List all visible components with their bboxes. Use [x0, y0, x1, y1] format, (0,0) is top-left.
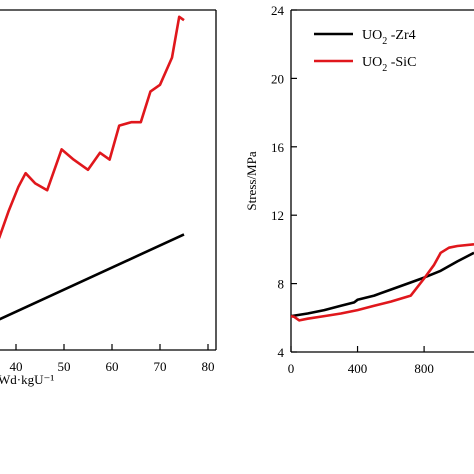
- right-ticks: 4 8 12 16 20 24 0 400 800: [271, 3, 434, 376]
- right-y-tick-label: 16: [271, 140, 285, 155]
- right-y-tick-label: 12: [271, 208, 284, 223]
- right-y-tick-label: 8: [278, 277, 285, 292]
- right-y-tick-label: 24: [271, 3, 285, 18]
- right-series-group: [290, 243, 474, 322]
- right-x-tick-label: 0: [288, 361, 295, 376]
- right-y-tick-label: 4: [278, 345, 285, 360]
- left-x-tick-label: 50: [58, 359, 71, 374]
- left-series-line: [0, 15, 185, 239]
- right-y-tick-label: 20: [271, 71, 284, 86]
- right-y-axis-label: Stress/MPa: [244, 151, 259, 210]
- legend-entry-label: UO2 -Zr4: [362, 28, 416, 47]
- right-x-tick-label: 400: [348, 361, 368, 376]
- left-x-axis-label: Wd·kgU⁻¹: [0, 372, 54, 387]
- left-series-line: [0, 233, 185, 321]
- legend-entry-label: UO2 -SiC: [362, 55, 416, 74]
- left-series-group: [0, 15, 185, 321]
- left-x-tick-label: 60: [106, 359, 119, 374]
- left-x-tick-label: 80: [202, 359, 215, 374]
- right-series-line: [290, 251, 474, 318]
- left-x-tick-label: 70: [154, 359, 167, 374]
- right-x-tick-label: 800: [414, 361, 434, 376]
- left-x-ticks: 40 50 60 70 80: [10, 344, 215, 374]
- left-panel: 40 50 60 70 80 Wd·kgU⁻¹: [0, 9, 217, 387]
- legend: UO2 -Zr4 UO2 -SiC: [314, 28, 416, 74]
- right-series-line: [290, 243, 474, 322]
- left-x-tick-label: 40: [10, 359, 23, 374]
